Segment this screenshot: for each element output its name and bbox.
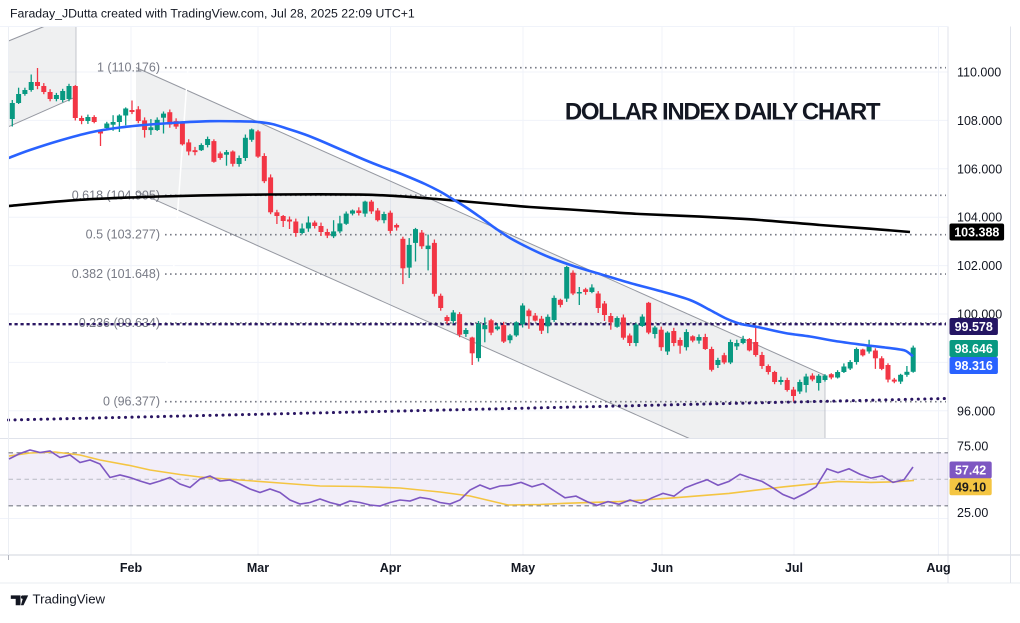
svg-text:75.00: 75.00 bbox=[957, 440, 988, 454]
svg-text:Feb: Feb bbox=[120, 561, 143, 575]
svg-text:0.5 (103.277): 0.5 (103.277) bbox=[86, 228, 160, 242]
svg-text:96.000: 96.000 bbox=[957, 404, 995, 418]
svg-text:0.382 (101.648): 0.382 (101.648) bbox=[72, 267, 160, 281]
svg-text:98.316: 98.316 bbox=[955, 359, 993, 373]
svg-text:102.000: 102.000 bbox=[957, 259, 1002, 273]
svg-text:May: May bbox=[511, 561, 535, 575]
svg-text:Jun: Jun bbox=[651, 561, 673, 575]
svg-text:49.10: 49.10 bbox=[955, 480, 986, 494]
svg-text:0.236 (99.634): 0.236 (99.634) bbox=[79, 316, 160, 330]
svg-text:108.000: 108.000 bbox=[957, 114, 1002, 128]
svg-text:106.000: 106.000 bbox=[957, 162, 1002, 176]
svg-text:Faraday_JDutta created with Tr: Faraday_JDutta created with TradingView.… bbox=[10, 7, 415, 21]
svg-text:104.000: 104.000 bbox=[957, 211, 1002, 225]
svg-text:99.578: 99.578 bbox=[955, 320, 993, 334]
svg-text:Apr: Apr bbox=[380, 561, 402, 575]
svg-text:Aug: Aug bbox=[926, 561, 950, 575]
svg-text:57.42: 57.42 bbox=[955, 464, 986, 478]
svg-text:98.646: 98.646 bbox=[955, 342, 993, 356]
svg-text:1 (110.176): 1 (110.176) bbox=[97, 61, 160, 75]
svg-text:Jul: Jul bbox=[785, 561, 803, 575]
svg-text:Mar: Mar bbox=[247, 561, 269, 575]
svg-text:TradingView: TradingView bbox=[33, 592, 106, 607]
svg-text:DOLLAR INDEX DAILY CHART: DOLLAR INDEX DAILY CHART bbox=[565, 99, 881, 126]
svg-text:0 (96.377): 0 (96.377) bbox=[103, 395, 160, 409]
svg-text:103.388: 103.388 bbox=[954, 226, 999, 240]
svg-text:25.00: 25.00 bbox=[957, 506, 988, 520]
svg-text:110.000: 110.000 bbox=[957, 66, 1001, 80]
